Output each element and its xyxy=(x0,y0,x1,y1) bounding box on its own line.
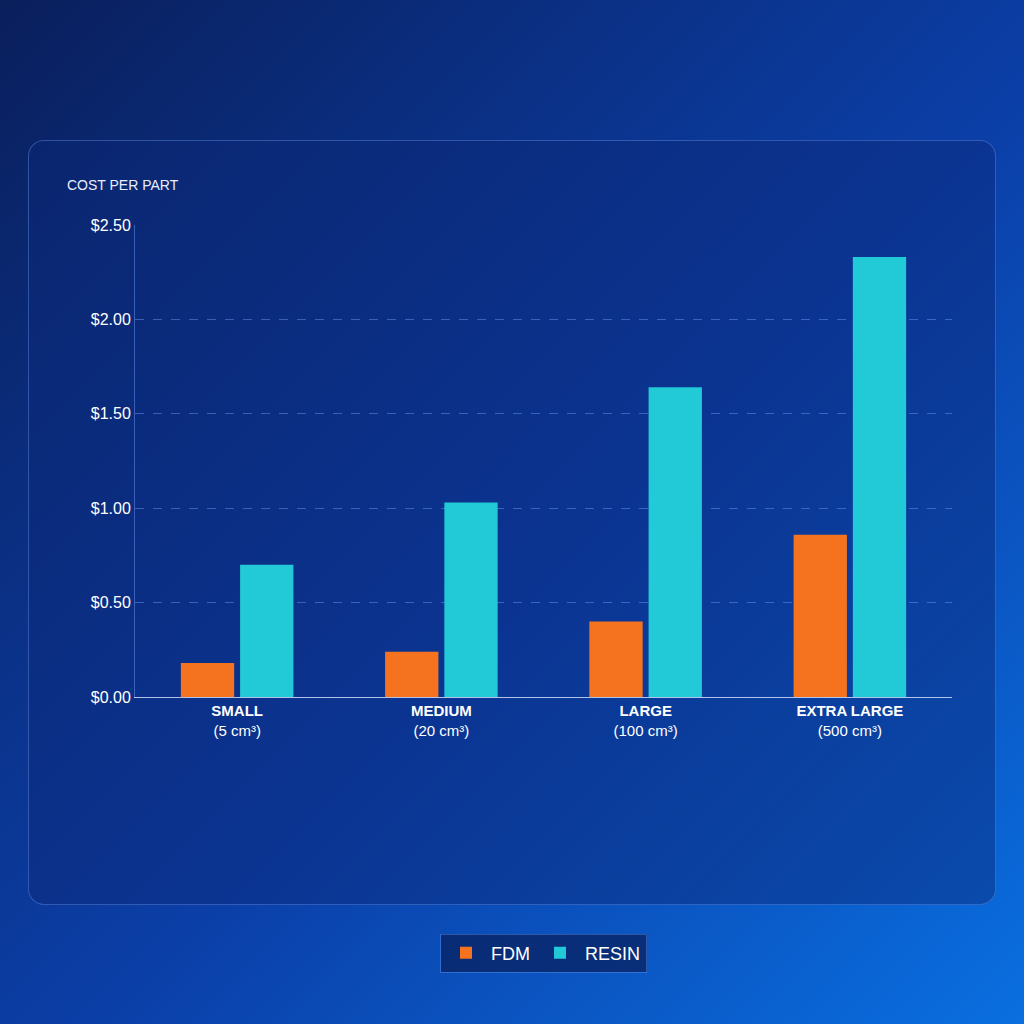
svg-text:FDM: FDM xyxy=(491,944,530,964)
svg-text:$2.50: $2.50 xyxy=(91,217,131,234)
svg-text:SMALL(5 cm³): SMALL(5 cm³) xyxy=(211,702,263,739)
svg-text:$0.50: $0.50 xyxy=(91,594,131,611)
svg-text:RESIN: RESIN xyxy=(585,944,640,964)
svg-text:$2.00: $2.00 xyxy=(91,311,131,328)
svg-text:$0.00: $0.00 xyxy=(91,689,131,706)
svg-text:MEDIUM(20 cm³): MEDIUM(20 cm³) xyxy=(411,702,472,739)
svg-text:LARGE(100 cm³): LARGE(100 cm³) xyxy=(614,702,678,739)
svg-text:$1.00: $1.00 xyxy=(91,500,131,517)
svg-text:$1.50: $1.50 xyxy=(91,405,131,422)
svg-text:COST PER PART: COST PER PART xyxy=(67,177,179,193)
svg-text:EXTRA LARGE(500 cm³): EXTRA LARGE(500 cm³) xyxy=(796,702,903,739)
